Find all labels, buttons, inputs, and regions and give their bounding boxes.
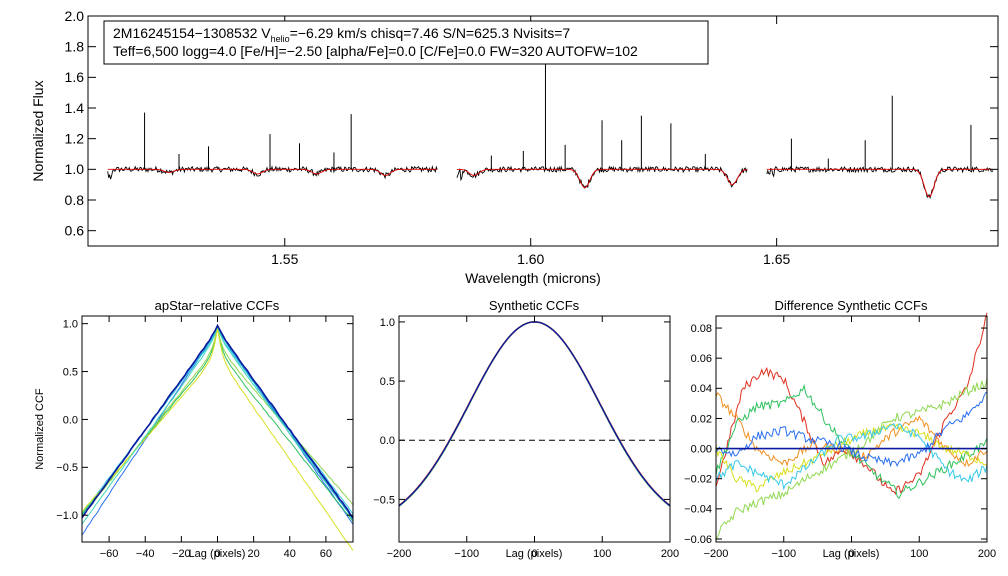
y-tick-label: 0.5: [63, 366, 78, 378]
info-line-1-prefix: 2M16245154−1308532 V: [113, 25, 271, 41]
x-tick-label: −40: [136, 548, 155, 560]
spectrum-model-chip-2: [456, 168, 748, 189]
info-line-1-suffix: =−6.29 km/s chisq=7.46 S/N=625.3 Nvisits…: [290, 25, 571, 41]
synthetic-ccf-x-label: Lag (pixels): [506, 548, 563, 560]
difference-ccf-panel: −200 −100 0 100 200 −0.06 −0.04 −0.02 0.00 0.02 0.…: [684, 298, 996, 560]
y-tick-label: 1.6: [65, 69, 85, 85]
apstar-ccf-visit-5: [81, 328, 354, 551]
difference-ccf-plot-area: [715, 312, 988, 541]
synthetic-ccf-title: Synthetic CCFs: [489, 298, 580, 313]
y-tick-label: 1.4: [65, 100, 85, 116]
y-tick-label: 0.02: [691, 413, 712, 425]
x-tick-label: 200: [978, 548, 996, 560]
spectrum-plot-area: [107, 60, 994, 200]
spectrum-axes: 1.55 1.60 1.65 0.6 0.8 1.0 1.2 1.4 1.6 1.8 2.0: [65, 8, 998, 267]
difference-ccf-x-label: Lag (pixels): [823, 548, 880, 560]
y-tick-label: 0.04: [691, 383, 712, 395]
y-tick-label: 1.0: [65, 161, 85, 177]
x-tick-label: 1.60: [517, 251, 544, 267]
y-tick-label: 0.0: [63, 414, 78, 426]
spectrum-frame: [87, 15, 999, 247]
difference-ccf-title: Difference Synthetic CCFs: [775, 298, 928, 313]
x-tick-label: −20: [172, 548, 191, 560]
spectrum-x-label: Wavelength (microns): [465, 270, 601, 286]
info-box-line-1: 2M16245154−1308532 Vhelio=−6.29 km/s chi…: [113, 25, 570, 44]
y-tick-label: −0.04: [684, 504, 712, 516]
x-tick-label: 1.65: [763, 251, 790, 267]
x-tick-label: −200: [387, 548, 412, 560]
y-tick-label: −0.5: [373, 494, 395, 506]
y-tick-label: 1.0: [380, 317, 395, 329]
spectrum-panel: 1.55 1.60 1.65 0.6 0.8 1.0 1.2 1.4 1.6 1.8 2.0 2M1…: [30, 8, 999, 286]
info-box-frame: [103, 20, 709, 65]
y-tick-label: −0.5: [56, 462, 78, 474]
difference-ccf-visit-7: [715, 391, 988, 468]
difference-ccf-visit-5: [715, 423, 988, 493]
synthetic-ccf-axes: −200 −100 0 100 200 −0.5 0.0 0.5 1.0: [373, 316, 679, 560]
x-tick-label: 100: [593, 548, 611, 560]
x-tick-label: −100: [771, 548, 796, 560]
apstar-ccf-x-label: Lag (pixels): [189, 548, 246, 560]
y-tick-label: 0.06: [691, 353, 712, 365]
difference-ccf-axes: −200 −100 0 100 200 −0.06 −0.04 −0.02 0.00 0.02 0.…: [684, 316, 996, 560]
apstar-ccf-panel: −60 −40 −20 0 20 40 60 −1.0 −0.5 0.0 0.5 1.0 apStar…: [34, 298, 354, 560]
x-tick-label: 0: [214, 548, 220, 560]
y-tick-label: 0.08: [691, 323, 712, 335]
y-tick-label: −0.02: [684, 474, 712, 486]
y-tick-label: 2.0: [65, 8, 85, 24]
y-tick-label: 1.8: [65, 39, 85, 55]
y-tick-label: 0.5: [380, 376, 395, 388]
apstar-ccf-combined: [81, 323, 354, 519]
apstar-ccf-plot-area: [81, 323, 354, 551]
spectrum-observed-chip-3: [766, 165, 994, 200]
apstar-ccf-y-label: Normalized CCF: [34, 388, 46, 470]
x-tick-label: −60: [100, 548, 119, 560]
y-tick-label: 0.8: [65, 192, 85, 208]
x-tick-label: 0: [531, 548, 537, 560]
y-tick-label: 0.00: [691, 443, 712, 455]
y-tick-label: 0.0: [380, 435, 395, 447]
apstar-ccf-axes: −60 −40 −20 0 20 40 60 −1.0 −0.5 0.0 0.5 1.0: [56, 316, 353, 560]
difference-ccf-visit-3: [715, 383, 988, 500]
x-tick-label: 60: [320, 548, 332, 560]
info-box-line-2: Teff=6,500 logg=4.0 [Fe/H]=−2.50 [alpha/…: [113, 43, 638, 59]
x-tick-label: 0: [848, 548, 854, 560]
x-tick-label: −200: [704, 548, 729, 560]
y-tick-label: 0.6: [65, 223, 85, 239]
spectrum-model-chip-1: [107, 168, 438, 176]
x-tick-label: 20: [248, 548, 260, 560]
x-tick-label: 1.55: [271, 251, 298, 267]
difference-ccf-visit-6: [715, 422, 988, 491]
y-tick-label: 1.0: [63, 319, 78, 331]
x-tick-label: 200: [661, 548, 679, 560]
x-tick-label: 100: [910, 548, 928, 560]
spectrum-info-box: 2M16245154−1308532 Vhelio=−6.29 km/s chi…: [103, 20, 709, 65]
x-tick-label: 40: [284, 548, 296, 560]
spectrum-y-label: Normalized Flux: [30, 80, 46, 181]
spectrum-model-chip-3: [766, 168, 994, 198]
apstar-ccf-title: apStar−relative CCFs: [155, 298, 280, 313]
x-tick-label: −100: [454, 548, 479, 560]
y-tick-label: −0.06: [684, 534, 712, 546]
y-tick-label: −1.0: [56, 510, 78, 522]
synthetic-ccf-panel: −200 −100 0 100 200 −0.5 0.0 0.5 1.0 Synthetic C…: [373, 298, 679, 560]
y-tick-label: 1.2: [65, 131, 85, 147]
info-line-1-subscript: helio: [271, 34, 290, 44]
